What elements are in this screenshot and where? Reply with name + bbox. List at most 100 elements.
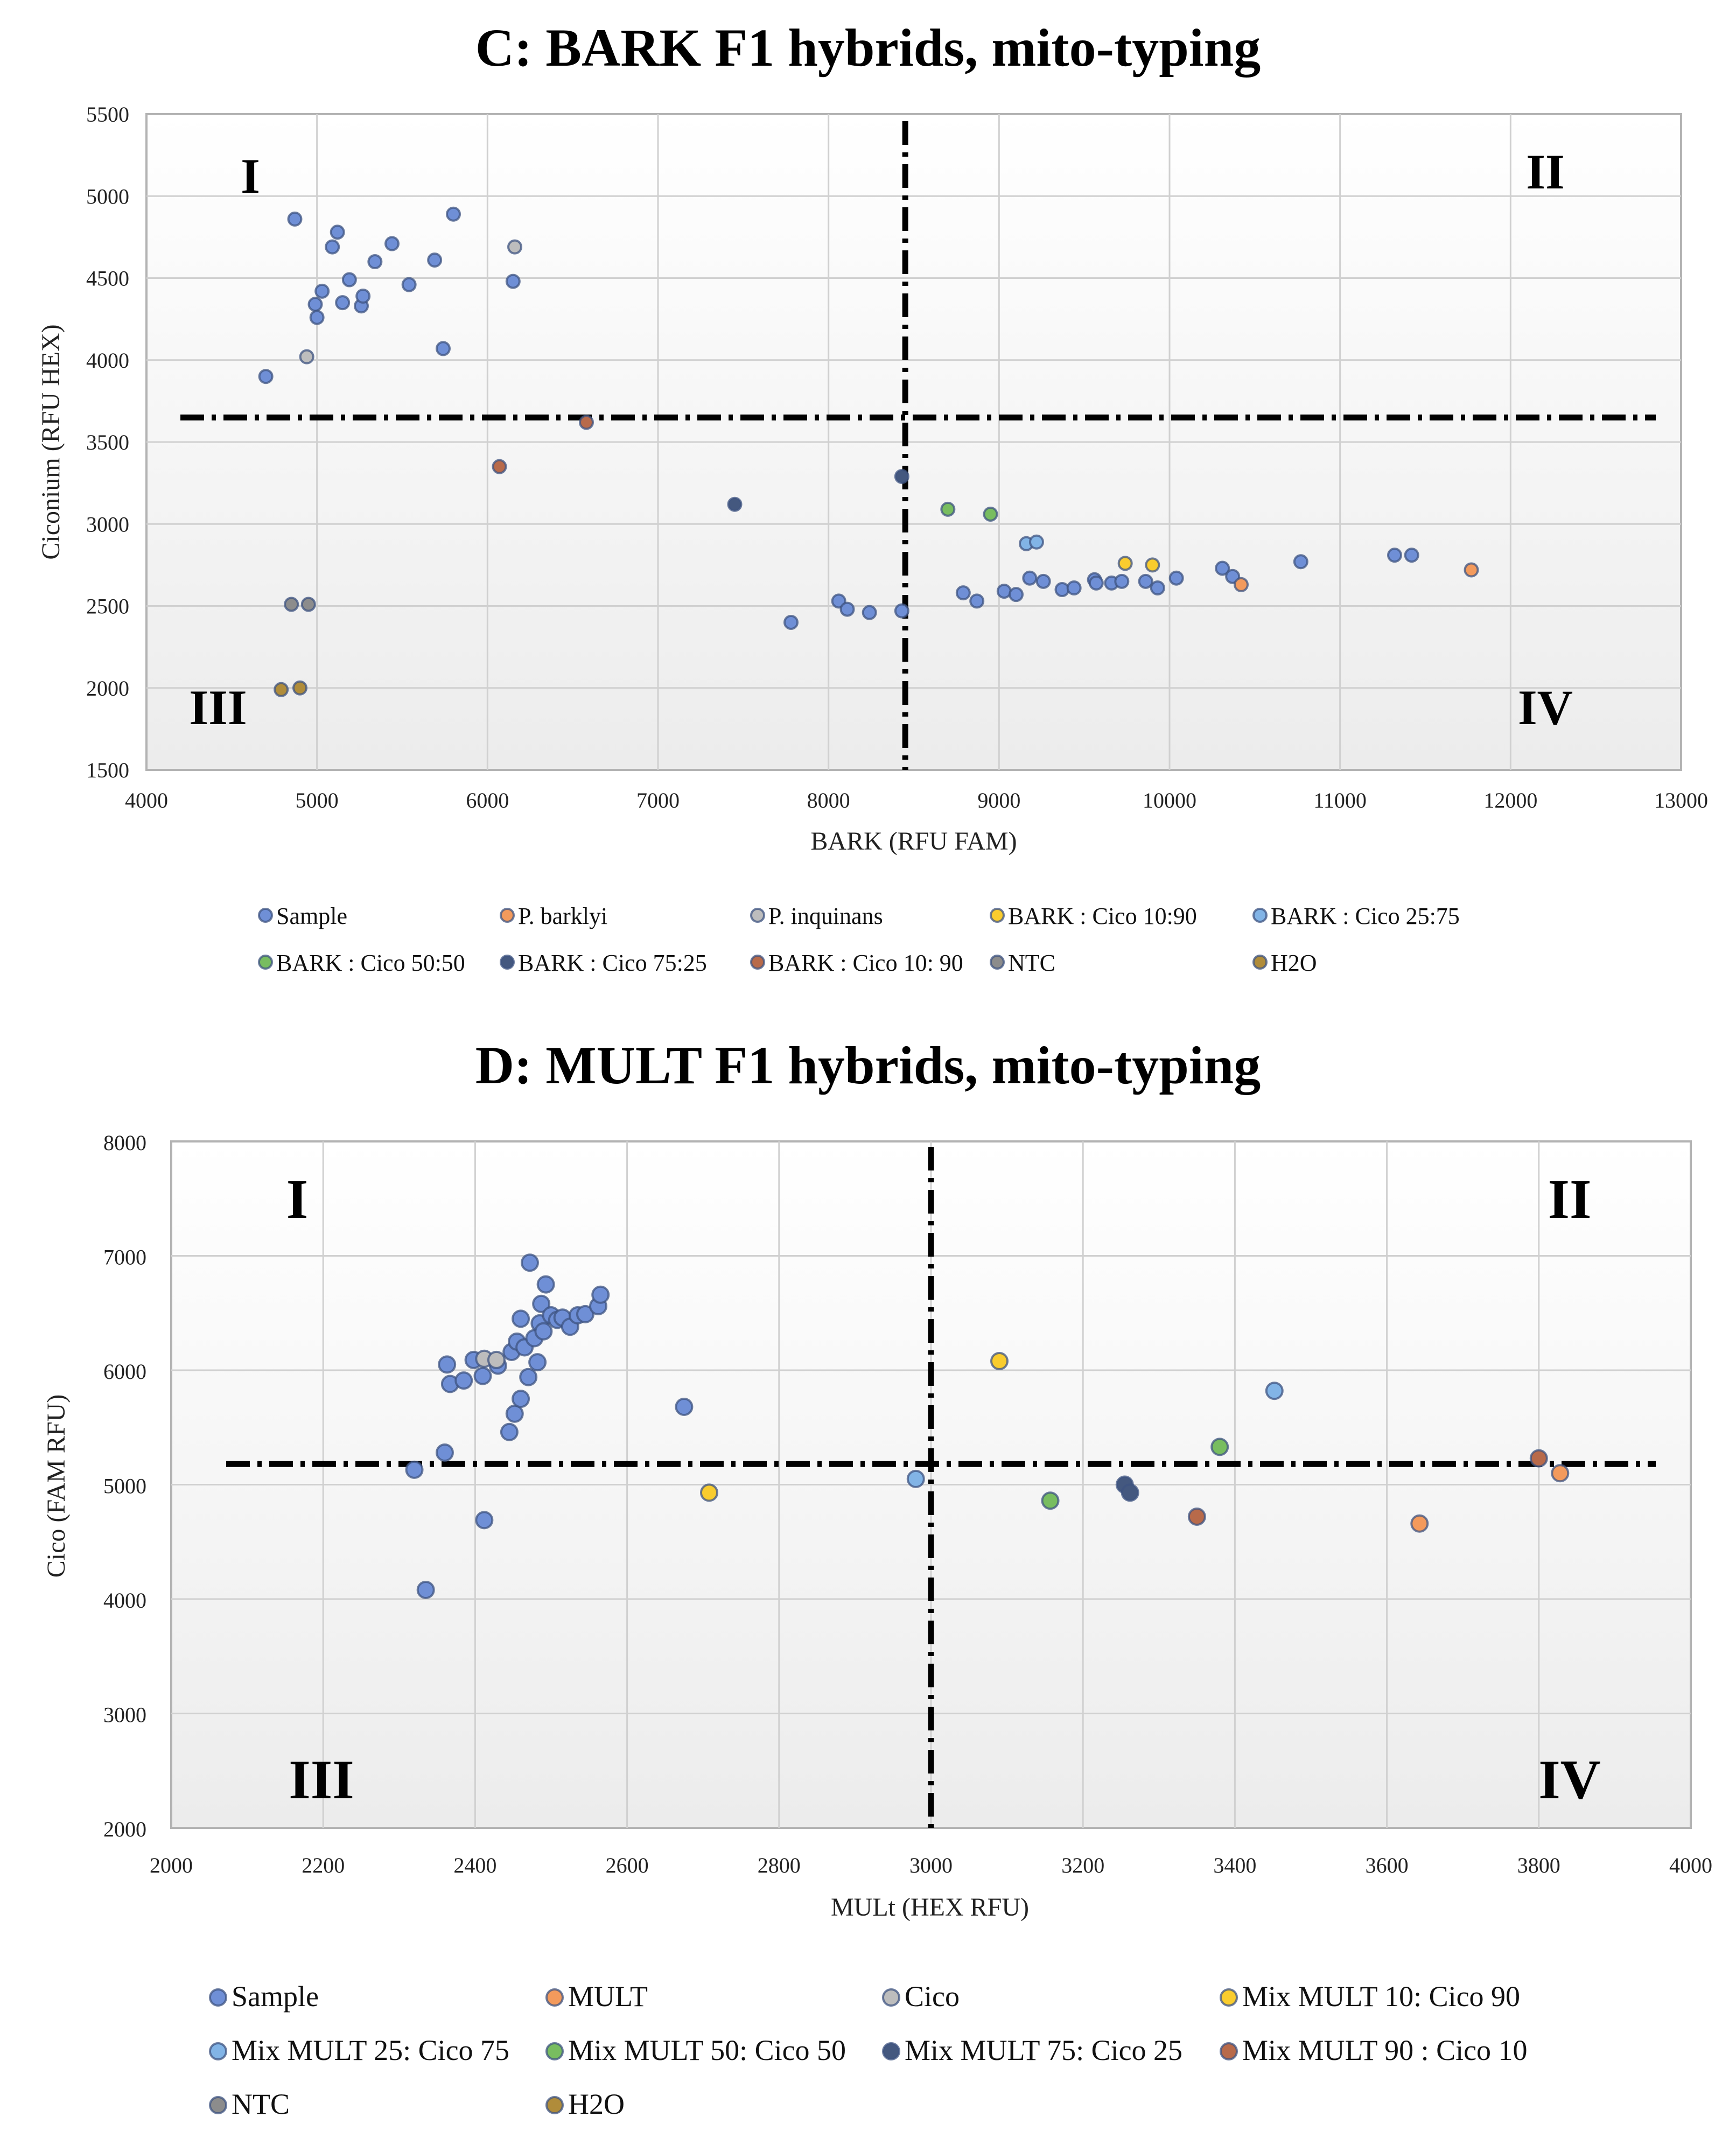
legend-marker-p-inquinans bbox=[750, 908, 765, 923]
point-sample bbox=[438, 1355, 457, 1374]
point-sample bbox=[307, 297, 323, 312]
chart-c-points bbox=[258, 206, 1479, 697]
point-sample bbox=[341, 272, 357, 288]
point-sample bbox=[435, 1443, 454, 1462]
point-sample bbox=[367, 254, 383, 270]
point-sample bbox=[536, 1275, 555, 1294]
point-mult bbox=[1551, 1464, 1570, 1483]
chart-c-thresholds bbox=[180, 121, 1656, 770]
point-sample bbox=[576, 1305, 594, 1323]
point-sample bbox=[401, 277, 417, 292]
chart-d-title: D: MULT F1 hybrids, mito-typing bbox=[475, 1035, 1261, 1095]
x-tick-label: 3400 bbox=[1213, 1853, 1256, 1877]
point-sample bbox=[512, 1309, 530, 1328]
y-tick-label: 1500 bbox=[86, 758, 129, 782]
point-h2o bbox=[292, 680, 307, 696]
point-bark-cico-10-90 bbox=[1145, 557, 1160, 573]
chart-c-legend: Sample P. barklyi P. inquinans BARK : Cico … bbox=[258, 903, 1460, 976]
legend-label-bark-cico-25-75: BARK : Cico 25:75 bbox=[1271, 903, 1460, 929]
y-tick-label: 2500 bbox=[86, 594, 129, 619]
legend-label-p-barklyi: P. barklyi bbox=[518, 903, 607, 929]
chart-d-x-axis-label: MULt (HEX RFU) bbox=[831, 1893, 1029, 1922]
chart-c: C: BARK F1 hybrids, mito-typing 4000 5000… bbox=[37, 18, 1708, 976]
x-tick-label: 3000 bbox=[909, 1853, 953, 1877]
y-tick-label: 3000 bbox=[86, 512, 129, 536]
legend-marker-bark-cico-25-75 bbox=[1252, 908, 1268, 923]
point-sample bbox=[500, 1422, 519, 1441]
point-sample bbox=[309, 310, 325, 325]
chart-c-x-ticks: 4000 5000 6000 7000 8000 9000 10000 11000 12000 1… bbox=[125, 788, 1708, 812]
point-mix-mult-10-cico-90 bbox=[699, 1483, 718, 1502]
point-sample bbox=[335, 295, 351, 311]
point-sample bbox=[1293, 554, 1308, 570]
chart-d-legend: Sample MULT Cico Mix MULT 10: Cico 90 Mix MU… bbox=[209, 1980, 1528, 2120]
chart-d-x-ticks: 2000 2200 2400 2600 2800 3000 3200 3400 3600 3800… bbox=[150, 1853, 1712, 1877]
point-sample bbox=[520, 1253, 539, 1272]
point-sample bbox=[325, 239, 340, 255]
point-sample bbox=[1009, 587, 1024, 602]
point-sample bbox=[505, 274, 521, 289]
point-sample bbox=[446, 206, 461, 222]
legend-label-sample: Sample bbox=[276, 903, 347, 929]
y-tick-label: 4000 bbox=[103, 1588, 146, 1613]
point-sample bbox=[839, 601, 855, 617]
legend-label-mix-mult-90-cico-10: Mix MULT 90 : Cico 10 bbox=[1242, 2034, 1528, 2066]
x-tick-label: 3800 bbox=[1517, 1853, 1560, 1877]
chart-c-y-axis-label: Ciconium (RFU HEX) bbox=[37, 324, 65, 559]
point-sample bbox=[1066, 580, 1082, 596]
x-tick-label: 3600 bbox=[1366, 1853, 1409, 1877]
legend-marker-mix-mult-90-cico-10 bbox=[1220, 2042, 1238, 2060]
point-mix-mult-25-cico-75 bbox=[906, 1469, 925, 1488]
y-tick-label: 5000 bbox=[86, 184, 129, 208]
x-tick-label: 2600 bbox=[606, 1853, 649, 1877]
point-sample bbox=[862, 605, 877, 620]
legend-marker-mix-mult-50-cico-50 bbox=[545, 2042, 564, 2060]
legend-label-mix-mult-10-cico-90: Mix MULT 10: Cico 90 bbox=[1242, 1980, 1520, 2013]
legend-label-mix-mult-50-cico-50: Mix MULT 50: Cico 50 bbox=[568, 2034, 846, 2066]
y-tick-label: 3000 bbox=[103, 1703, 146, 1727]
x-tick-label: 10000 bbox=[1143, 788, 1196, 812]
chart-c-x-axis-label: BARK (RFU FAM) bbox=[810, 827, 1017, 856]
y-tick-label: 4000 bbox=[86, 348, 129, 373]
legend-marker-ntc bbox=[209, 2096, 227, 2114]
chart-c-quadrant-iii: III bbox=[189, 680, 247, 735]
legend-marker-mult bbox=[545, 1988, 564, 2007]
point-sample bbox=[894, 603, 909, 619]
point-sample bbox=[528, 1353, 547, 1372]
point-sample bbox=[436, 341, 451, 356]
point-mix-mult-50-cico-50 bbox=[1210, 1438, 1229, 1456]
chart-c-quadrant-i: I bbox=[241, 149, 260, 204]
legend-marker-bark-cico-50-50 bbox=[258, 955, 273, 970]
point-ntc bbox=[300, 597, 316, 612]
legend-marker-h2o bbox=[1252, 955, 1268, 970]
legend-label-bark-cico-10-90: BARK : Cico 10:90 bbox=[1008, 903, 1197, 929]
point-bark-cico-10-90 bbox=[1117, 556, 1133, 571]
x-tick-label: 2000 bbox=[150, 1853, 193, 1877]
point-sample bbox=[1114, 573, 1130, 589]
legend-label-p-inquinans: P. inquinans bbox=[768, 903, 883, 929]
point-sample bbox=[416, 1581, 435, 1599]
point-bark-cico-50-50 bbox=[940, 501, 956, 517]
point-sample bbox=[1054, 582, 1070, 598]
point-sample bbox=[955, 585, 971, 601]
legend-label-mix-mult-75-cico-25: Mix MULT 75: Cico 25 bbox=[905, 2034, 1182, 2066]
point-p-inquinans bbox=[507, 239, 522, 255]
x-tick-label: 12000 bbox=[1483, 788, 1537, 812]
point-sample bbox=[475, 1511, 494, 1530]
point-sample bbox=[512, 1390, 530, 1408]
legend-label-sample: Sample bbox=[232, 1980, 319, 2013]
point-mult bbox=[1410, 1514, 1429, 1533]
y-tick-label: 5000 bbox=[103, 1474, 146, 1498]
point-sample bbox=[314, 283, 330, 299]
x-tick-label: 4000 bbox=[1669, 1853, 1712, 1877]
point-sample bbox=[1404, 548, 1419, 563]
point-sample bbox=[675, 1398, 694, 1416]
legend-label-cico: Cico bbox=[905, 1980, 960, 2013]
legend-label-bark-cico-10-90: BARK : Cico 10: 90 bbox=[768, 950, 963, 976]
x-tick-label: 8000 bbox=[807, 788, 850, 812]
point-sample bbox=[1138, 573, 1153, 589]
chart-d-points bbox=[405, 1253, 1570, 1599]
x-tick-label: 7000 bbox=[636, 788, 680, 812]
point-p-inquinans bbox=[299, 349, 314, 364]
